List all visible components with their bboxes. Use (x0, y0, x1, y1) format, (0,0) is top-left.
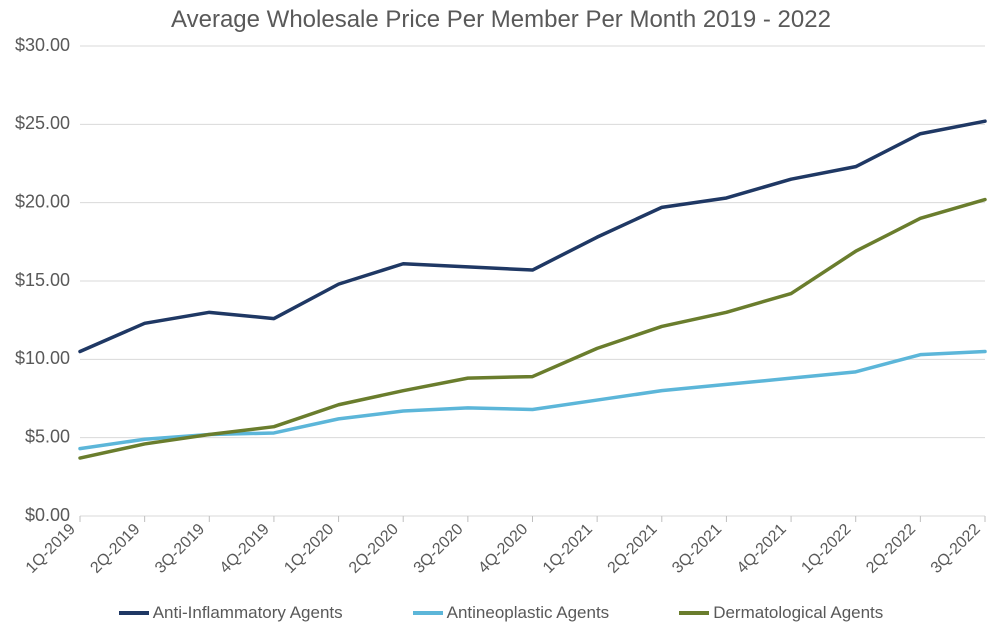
chart-svg: $0.00 $5.00 $10.00 $15.00 $20.00 $25.00 $30.00… (0, 0, 1002, 633)
y-tick-label: $5.00 (25, 426, 70, 446)
x-tick-label: 3Q-2021 (669, 521, 725, 577)
x-tick-label: 3Q-2019 (152, 521, 208, 577)
legend-item: Dermatological Agents (679, 603, 883, 623)
y-tick-label: $0.00 (25, 505, 70, 525)
x-tick-label: 1Q-2022 (798, 521, 854, 577)
x-tick-label: 1Q-2020 (281, 521, 337, 577)
x-tick-label: 2Q-2022 (863, 521, 919, 577)
x-tick-label: 2Q-2021 (605, 521, 661, 577)
y-tick-label: $15.00 (15, 270, 70, 290)
x-tick-label: 3Q-2022 (928, 521, 984, 577)
legend-label: Antineoplastic Agents (447, 603, 610, 623)
x-tick-label: 3Q-2020 (411, 521, 467, 577)
x-tick-label: 4Q-2019 (217, 521, 273, 577)
y-tick-label: $30.00 (15, 35, 70, 55)
series-line (80, 200, 985, 459)
legend-swatch (119, 611, 149, 615)
y-tick-label: $25.00 (15, 113, 70, 133)
legend-item: Antineoplastic Agents (413, 603, 610, 623)
y-tick-label: $10.00 (15, 348, 70, 368)
x-tick-label: 4Q-2020 (475, 521, 531, 577)
x-tick-label: 2Q-2019 (87, 521, 143, 577)
series-line (80, 121, 985, 351)
legend-label: Anti-Inflammatory Agents (153, 603, 343, 623)
y-tick-label: $20.00 (15, 191, 70, 211)
legend-label: Dermatological Agents (713, 603, 883, 623)
x-tick-label: 1Q-2021 (540, 521, 596, 577)
legend-swatch (679, 611, 709, 615)
x-tick-label: 2Q-2020 (346, 521, 402, 577)
legend: Anti-Inflammatory Agents Antineoplastic A… (0, 603, 1002, 623)
x-tick-label: 4Q-2021 (734, 521, 790, 577)
chart-container: Average Wholesale Price Per Member Per M… (0, 0, 1002, 633)
legend-item: Anti-Inflammatory Agents (119, 603, 343, 623)
x-tick-label: 1Q-2019 (23, 521, 79, 577)
legend-swatch (413, 611, 443, 615)
